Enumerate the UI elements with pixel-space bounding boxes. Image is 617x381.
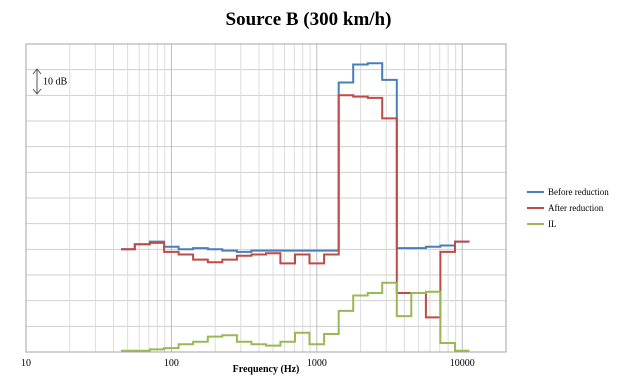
series-line-1: [121, 94, 470, 319]
annotation-arrow-bottom: [32, 88, 42, 95]
plot-border: [25, 43, 507, 353]
x-tick-label: 100: [164, 358, 179, 369]
x-axis-title: Frequency (Hz): [233, 364, 300, 375]
series-line-2: [121, 281, 470, 352]
series-lines: [121, 62, 470, 352]
legend-label-2: IL: [548, 219, 557, 229]
x-tick-label: 10000: [450, 358, 475, 369]
annotation-arrow-top: [32, 68, 42, 75]
series-line-0: [121, 62, 470, 253]
x-tick-label: 10: [21, 358, 31, 369]
axes: 10 100 1000 10000 Frequency (Hz): [21, 358, 475, 375]
grid-lines: [25, 43, 507, 353]
annotation-label: 10 dB: [43, 77, 68, 88]
x-tick-label: 1000: [307, 358, 327, 369]
chart-title: Source B (300 km/h): [225, 9, 392, 30]
legend: Before reduction After reduction IL: [527, 187, 609, 229]
legend-label-0: Before reduction: [548, 187, 609, 197]
annotation: 10 dB: [32, 68, 68, 95]
legend-label-1: After reduction: [548, 203, 604, 213]
